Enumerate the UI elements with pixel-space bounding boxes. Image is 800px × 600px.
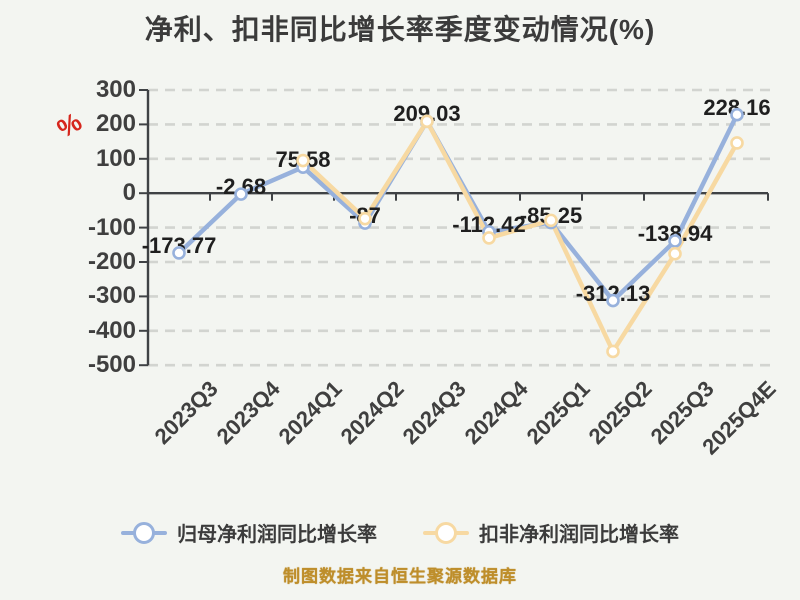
data-point-marker-series-0 — [606, 293, 620, 308]
legend-circle-icon — [435, 521, 457, 544]
y-tick-label: 0 — [122, 179, 136, 207]
legend-item-non-recurring-net-profit: 扣非净利润同比增长率 — [423, 518, 679, 547]
y-tick-label: 100 — [95, 144, 136, 172]
data-point-marker-series-0 — [730, 107, 744, 122]
y-tick-label: -400 — [87, 316, 136, 344]
data-point-marker-series-0 — [668, 234, 682, 248]
series-line-1 — [300, 119, 740, 354]
legend-marker-yellow — [423, 521, 469, 545]
data-point-marker-series-1 — [358, 211, 372, 226]
data-point-marker-series-0 — [172, 246, 186, 260]
legend-item-parent-net-profit: 归母净利润同比增长率 — [121, 518, 377, 547]
chart-title: 净利、扣非同比增长率季度变动情况(%) — [144, 14, 656, 45]
legend-label: 归母净利润同比增长率 — [177, 524, 377, 546]
y-tick-label: 300 — [95, 76, 136, 103]
data-point-marker-series-1 — [420, 114, 434, 129]
y-tick-label: 200 — [95, 110, 136, 138]
legend-marker-blue — [121, 521, 167, 545]
y-tick-label: -300 — [87, 282, 136, 310]
legend-label: 扣非净利润同比增长率 — [479, 524, 679, 546]
data-point-marker-series-1 — [482, 231, 496, 245]
legend: 归母净利润同比增长率 扣非净利润同比增长率 — [0, 518, 800, 547]
data-point-marker-series-1 — [730, 136, 744, 150]
data-point-marker-series-1 — [544, 213, 558, 228]
data-source-note: 制图数据来自恒生聚源数据库 — [283, 567, 517, 586]
data-point-marker-series-1 — [606, 344, 620, 359]
data-point-marker-series-1 — [296, 153, 310, 168]
y-tick-label: -500 — [87, 351, 136, 379]
legend-circle-icon — [133, 521, 155, 544]
y-tick-label: -100 — [87, 213, 136, 241]
data-point-marker-series-1 — [668, 246, 682, 261]
y-tick-label: -200 — [87, 248, 136, 275]
data-point-marker-series-0 — [234, 187, 248, 201]
